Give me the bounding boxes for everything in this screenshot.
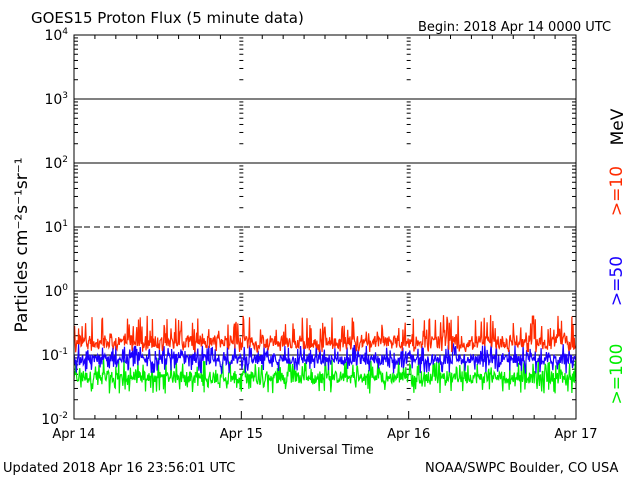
y-tick-label: 101 (44, 219, 68, 236)
x-tick-label: Apr 16 (387, 427, 430, 442)
y-tick-label: 103 (44, 91, 68, 108)
updated-timestamp: Updated 2018 Apr 16 23:56:01 UTC (3, 461, 236, 476)
plot-frame-top (73, 34, 577, 420)
legend-series-label: >=10 (607, 165, 627, 217)
y-tick-label: 102 (44, 155, 68, 172)
series-line (73, 315, 577, 353)
begin-time: Begin: 2018 Apr 14 0000 UTC (418, 20, 612, 35)
y-tick-label: 100 (44, 283, 68, 300)
x-axis-label: Universal Time (277, 443, 374, 458)
y-tick-label: 10-2 (41, 411, 68, 428)
series-line (73, 342, 577, 374)
x-tick-label: Apr 17 (554, 427, 597, 442)
y-tick-label: 10-1 (41, 347, 68, 364)
credit-text: NOAA/SWPC Boulder, CO USA (425, 461, 619, 476)
x-tick-label: Apr 15 (220, 427, 263, 442)
y-tick-label: 104 (44, 27, 68, 44)
x-tick-label: Apr 14 (52, 427, 95, 442)
units-label: MeV (608, 108, 628, 146)
chart-title: GOES15 Proton Flux (5 minute data) (31, 9, 304, 27)
legend-series-label: >=50 (607, 255, 627, 307)
legend-series-label: >=100 (607, 343, 627, 405)
